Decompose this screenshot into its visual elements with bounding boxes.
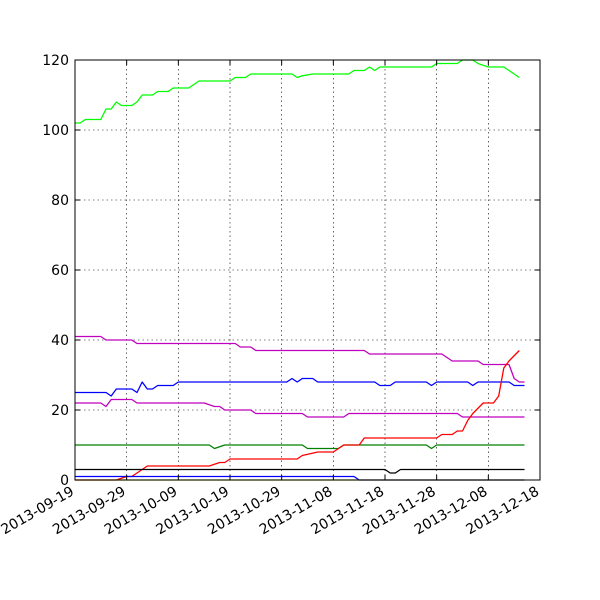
grid (75, 60, 540, 480)
y-tick-label: 40 (51, 333, 69, 349)
y-tick-label: 100 (42, 123, 69, 139)
series-line-5 (75, 444, 525, 450)
series-layer (75, 59, 525, 481)
y-tick-label: 0 (60, 473, 69, 489)
series-line-1 (75, 59, 520, 124)
y-tick-label: 60 (51, 263, 69, 279)
y-tick-label: 20 (51, 403, 69, 419)
series-line-7 (75, 468, 525, 474)
series-line-3 (75, 377, 525, 397)
series-line-4 (75, 398, 525, 418)
y-tick-label: 80 (51, 193, 69, 209)
axis-ticks (74, 59, 541, 481)
series-line-2 (75, 335, 525, 383)
y-tick-label: 120 (42, 53, 69, 69)
